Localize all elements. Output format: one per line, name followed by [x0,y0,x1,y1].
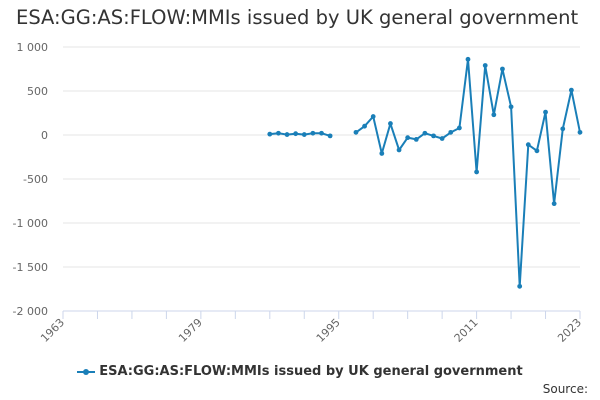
data-point[interactable] [534,148,540,154]
x-tick-label: 2011 [452,316,481,345]
x-axis: 1963 1979 1995 2011 2023 [38,310,584,345]
data-point[interactable] [456,125,462,131]
x-tick-label: 1963 [38,316,67,345]
data-point[interactable] [327,133,333,139]
y-tick-label: -500 [23,173,48,186]
data-point[interactable] [431,133,436,139]
data-point[interactable] [293,131,299,137]
data-point[interactable] [543,109,548,115]
data-point[interactable] [310,130,316,136]
chart-title: ESA:GG:AS:FLOW:MMIs issued by UK general… [16,6,579,29]
data-point[interactable] [388,121,393,126]
data-point[interactable] [560,126,566,132]
series-line-segment [355,58,581,288]
data-point[interactable] [551,201,557,207]
data-point[interactable] [525,142,531,148]
data-point[interactable] [370,114,376,119]
data-point[interactable] [396,147,402,153]
data-point[interactable] [448,129,454,135]
data-point[interactable] [319,130,324,136]
legend-swatch [77,367,96,377]
data-point[interactable] [465,56,471,62]
legend-label: ESA:GG:AS:FLOW:MMIs issued by UK general… [99,364,523,379]
data-point[interactable] [301,132,307,137]
y-tick-label: 0 [41,129,48,142]
data-point[interactable] [422,130,428,136]
y-tick-label: -1 500 [13,261,48,274]
data-point[interactable] [353,129,359,135]
y-tick-label: -2 000 [13,305,48,318]
data-point[interactable] [267,131,273,137]
data-point[interactable] [482,63,488,68]
y-tick-label: -1 000 [13,217,48,230]
data-point[interactable] [577,129,583,135]
data-point[interactable] [491,112,497,118]
data-point[interactable] [413,137,419,142]
source-label: Source: [542,382,588,396]
data-point[interactable] [405,135,411,141]
data-point[interactable] [500,66,505,72]
data-point[interactable] [474,169,479,175]
series-line [267,56,583,289]
x-tick-label: 2023 [555,316,584,345]
x-tick-label: 1995 [314,316,343,345]
data-point[interactable] [568,87,574,93]
legend[interactable]: ESA:GG:AS:FLOW:MMIs issued by UK general… [0,364,600,379]
data-point[interactable] [362,123,367,129]
y-tick-label: 500 [27,85,48,98]
y-tick-label: 1 000 [17,41,49,54]
y-axis: 1 000 500 0 -500 -1 000 -1 500 -2 000 [13,41,48,318]
data-point[interactable] [379,151,385,156]
data-point[interactable] [508,104,514,110]
x-tick-label: 1979 [176,316,205,345]
data-point[interactable] [276,130,281,136]
data-point[interactable] [439,136,445,141]
grid-lines [63,46,580,312]
data-point[interactable] [284,132,290,137]
data-point[interactable] [517,283,523,289]
